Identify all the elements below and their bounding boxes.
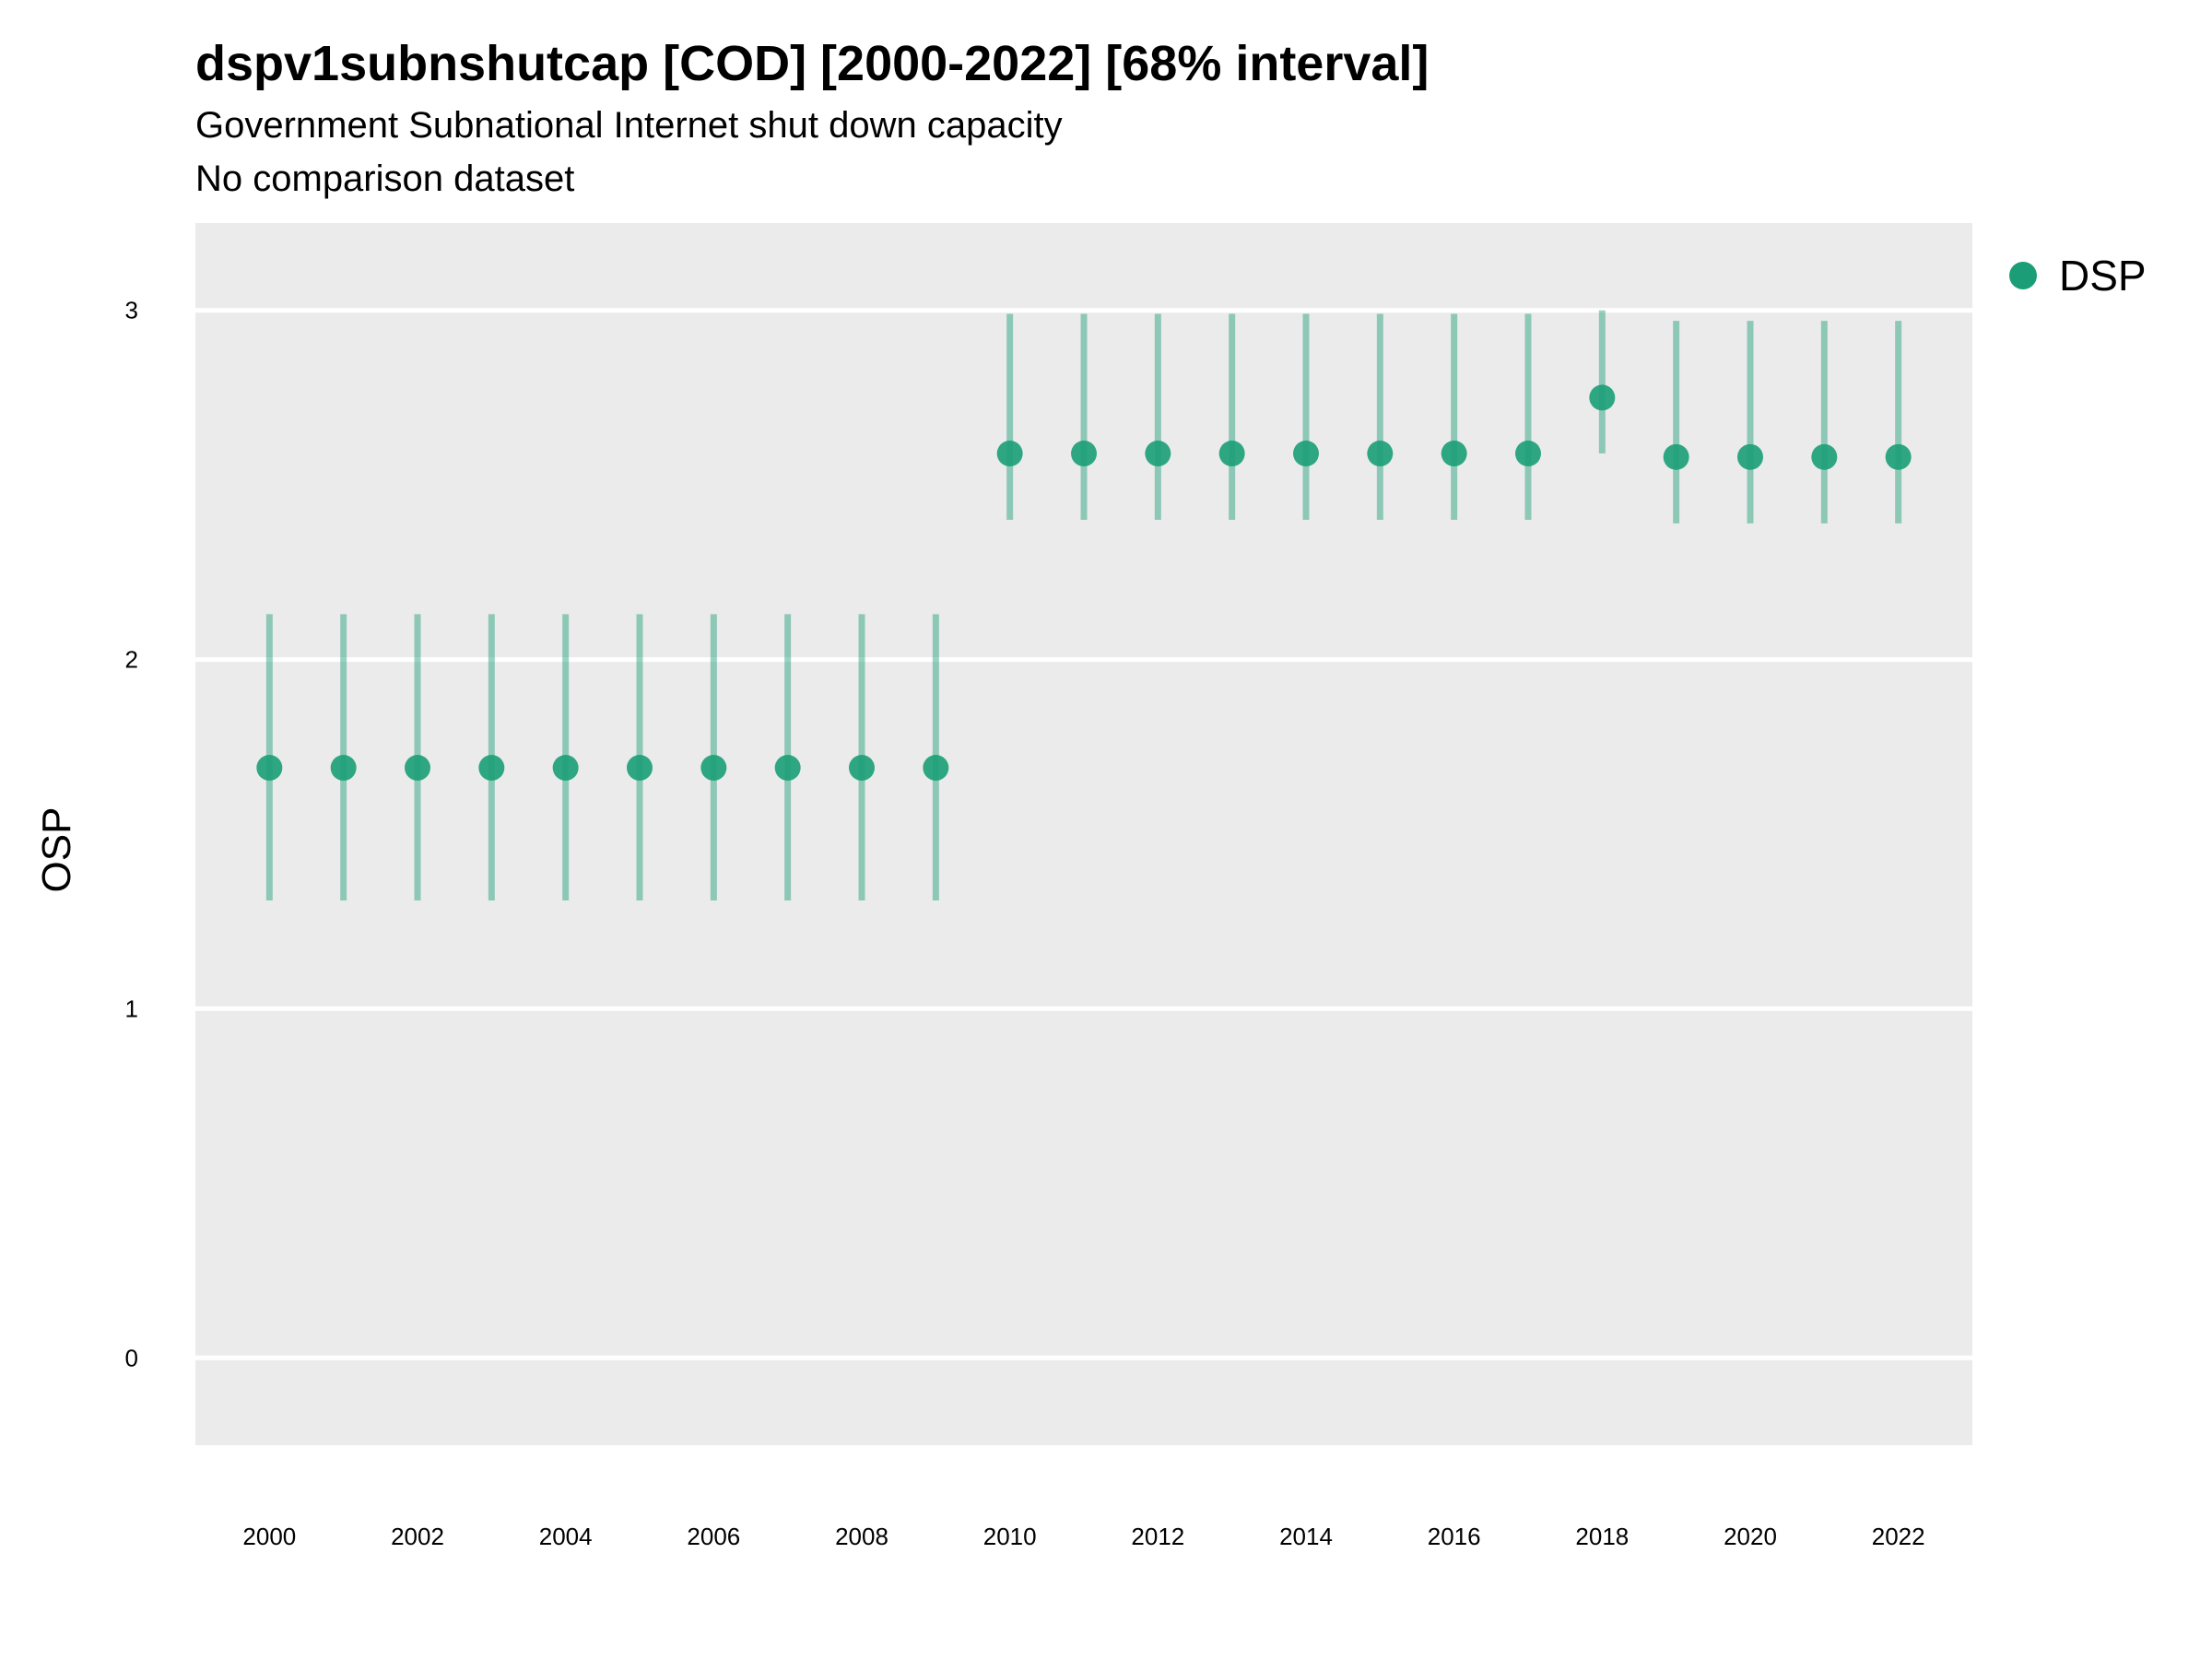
data-point xyxy=(996,441,1023,467)
y-axis-ticks: 0 1 2 3 xyxy=(125,297,138,1372)
data-point xyxy=(1218,441,1245,467)
x-tick-label: 2020 xyxy=(1724,1523,1777,1550)
data-point xyxy=(1589,384,1616,411)
gridlines xyxy=(195,308,1972,1360)
y-tick-label: 2 xyxy=(125,646,138,674)
x-tick-label: 2002 xyxy=(391,1523,444,1550)
legend-key-dsp xyxy=(2009,262,2037,289)
data-point xyxy=(1515,441,1541,467)
x-tick-label: 2022 xyxy=(1872,1523,1925,1550)
data-point xyxy=(774,755,801,782)
x-tick-label: 2018 xyxy=(1575,1523,1629,1550)
x-tick-label: 2010 xyxy=(983,1523,1037,1550)
legend-label-dsp: DSP xyxy=(2059,252,2147,300)
x-axis-ticks: 2000 2002 2004 2006 2008 2010 2012 2014 2016 2018… xyxy=(242,1523,1924,1550)
data-point xyxy=(923,755,949,782)
data-point xyxy=(478,755,505,782)
data-point xyxy=(1441,441,1467,467)
data-point xyxy=(1663,443,1689,470)
x-tick-label: 2008 xyxy=(835,1523,888,1550)
data-point xyxy=(627,755,653,782)
data-point xyxy=(1367,441,1394,467)
chart-caption: No comparison dataset xyxy=(195,159,575,199)
data-point xyxy=(1885,443,1912,470)
data-point xyxy=(405,755,430,782)
x-tick-label: 2004 xyxy=(539,1523,593,1550)
data-point xyxy=(256,755,283,782)
x-tick-label: 2000 xyxy=(242,1523,296,1550)
data-point xyxy=(700,755,727,782)
chart-subtitle: Government Subnational Internet shut dow… xyxy=(195,105,1063,146)
x-tick-label: 2012 xyxy=(1131,1523,1184,1550)
x-tick-label: 2006 xyxy=(687,1523,740,1550)
legend: DSP xyxy=(2009,251,2147,300)
data-point xyxy=(1293,441,1319,467)
plot-panel xyxy=(195,223,1972,1445)
y-tick-label: 1 xyxy=(125,994,138,1022)
chart-title: dspv1subnshutcap [COD] [2000-2022] [68% … xyxy=(195,36,1430,91)
data-point xyxy=(1145,441,1171,467)
y-tick-label: 0 xyxy=(125,1344,138,1371)
data-point xyxy=(1071,441,1097,467)
data-point xyxy=(552,755,579,782)
data-point xyxy=(1811,443,1838,470)
data-point xyxy=(330,755,357,782)
data-point xyxy=(1737,443,1763,470)
x-tick-label: 2016 xyxy=(1428,1523,1481,1550)
y-tick-label: 3 xyxy=(125,297,138,324)
x-tick-label: 2014 xyxy=(1279,1523,1333,1550)
data-point xyxy=(849,755,875,782)
data-points xyxy=(256,384,1912,782)
